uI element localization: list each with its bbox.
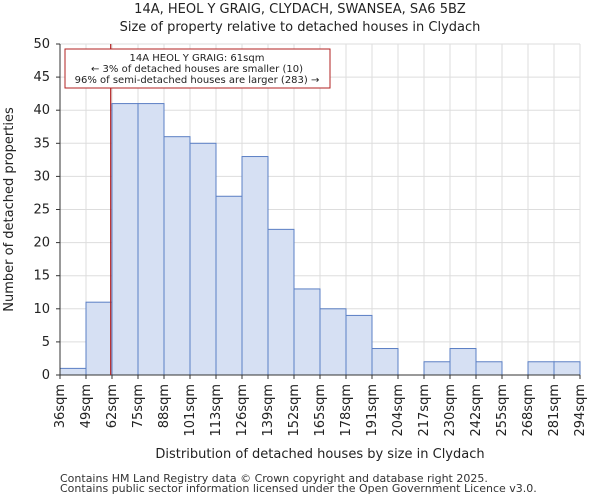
chart-subtitle: Size of property relative to detached ho… bbox=[119, 20, 481, 35]
y-tick-label: 50 bbox=[33, 37, 50, 52]
x-tick-label: 126sqm bbox=[235, 384, 250, 437]
bar bbox=[85, 301, 113, 376]
y-tick-label: 0 bbox=[42, 368, 50, 383]
bar bbox=[111, 103, 139, 376]
annotation-text: 14A HEOL Y GRAIG: 61sqm bbox=[130, 53, 265, 64]
y-tick-label: 35 bbox=[33, 136, 50, 151]
bar bbox=[553, 361, 581, 376]
x-tick-label: 36sqm bbox=[53, 384, 68, 428]
y-tick-label: 25 bbox=[33, 203, 50, 218]
bar bbox=[319, 308, 347, 376]
annotation-box bbox=[64, 48, 331, 89]
x-tick-label: 230sqm bbox=[443, 384, 458, 437]
annotation-text: ← 3% of detached houses are smaller (10) bbox=[91, 64, 303, 75]
bar bbox=[215, 195, 243, 376]
y-axis-label: Number of detached properties bbox=[2, 107, 17, 312]
x-tick-label: 204sqm bbox=[391, 384, 406, 437]
bar bbox=[423, 361, 451, 376]
y-tick-label: 5 bbox=[42, 335, 50, 350]
y-tick-label: 10 bbox=[33, 302, 50, 317]
footer-credit-2: Contains public sector information licen… bbox=[60, 482, 537, 495]
y-tick-label: 30 bbox=[33, 169, 50, 184]
x-tick-label: 88sqm bbox=[157, 384, 172, 428]
bar bbox=[371, 348, 399, 376]
bar bbox=[137, 103, 165, 376]
x-tick-label: 242sqm bbox=[469, 384, 484, 437]
y-tick-label: 40 bbox=[33, 103, 50, 118]
x-tick-label: 62sqm bbox=[105, 384, 120, 428]
bar bbox=[293, 288, 321, 376]
x-tick-label: 152sqm bbox=[287, 384, 302, 437]
y-tick-label: 45 bbox=[33, 70, 50, 85]
x-tick-label: 139sqm bbox=[261, 384, 276, 437]
bar bbox=[527, 361, 555, 376]
x-tick-label: 268sqm bbox=[521, 384, 536, 437]
x-tick-label: 49sqm bbox=[79, 384, 94, 428]
x-tick-label: 101sqm bbox=[183, 384, 198, 437]
x-tick-label: 113sqm bbox=[209, 384, 224, 437]
y-tick-label: 15 bbox=[33, 269, 50, 284]
y-tick-label: 20 bbox=[33, 236, 50, 251]
bar bbox=[163, 136, 191, 376]
x-tick-label: 294sqm bbox=[573, 384, 588, 437]
x-tick-label: 191sqm bbox=[365, 384, 380, 437]
bar bbox=[345, 314, 373, 376]
annotation-text: 96% of semi-detached houses are larger (… bbox=[75, 75, 320, 86]
x-tick-label: 281sqm bbox=[547, 384, 562, 437]
bar bbox=[267, 228, 295, 376]
bar bbox=[449, 348, 477, 376]
bar bbox=[241, 156, 269, 376]
bar bbox=[59, 367, 87, 376]
bar bbox=[189, 142, 217, 376]
x-tick-label: 178sqm bbox=[339, 384, 354, 437]
x-tick-label: 255sqm bbox=[495, 384, 510, 437]
x-axis-label: Distribution of detached houses by size … bbox=[155, 447, 484, 462]
x-tick-label: 217sqm bbox=[417, 384, 432, 437]
x-tick-label: 165sqm bbox=[313, 384, 328, 437]
footer-credit-1: Contains HM Land Registry data © Crown c… bbox=[60, 472, 488, 485]
chart-title: 14A, HEOL Y GRAIG, CLYDACH, SWANSEA, SA6… bbox=[134, 2, 466, 17]
bar bbox=[475, 361, 503, 376]
x-tick-label: 75sqm bbox=[131, 384, 146, 428]
